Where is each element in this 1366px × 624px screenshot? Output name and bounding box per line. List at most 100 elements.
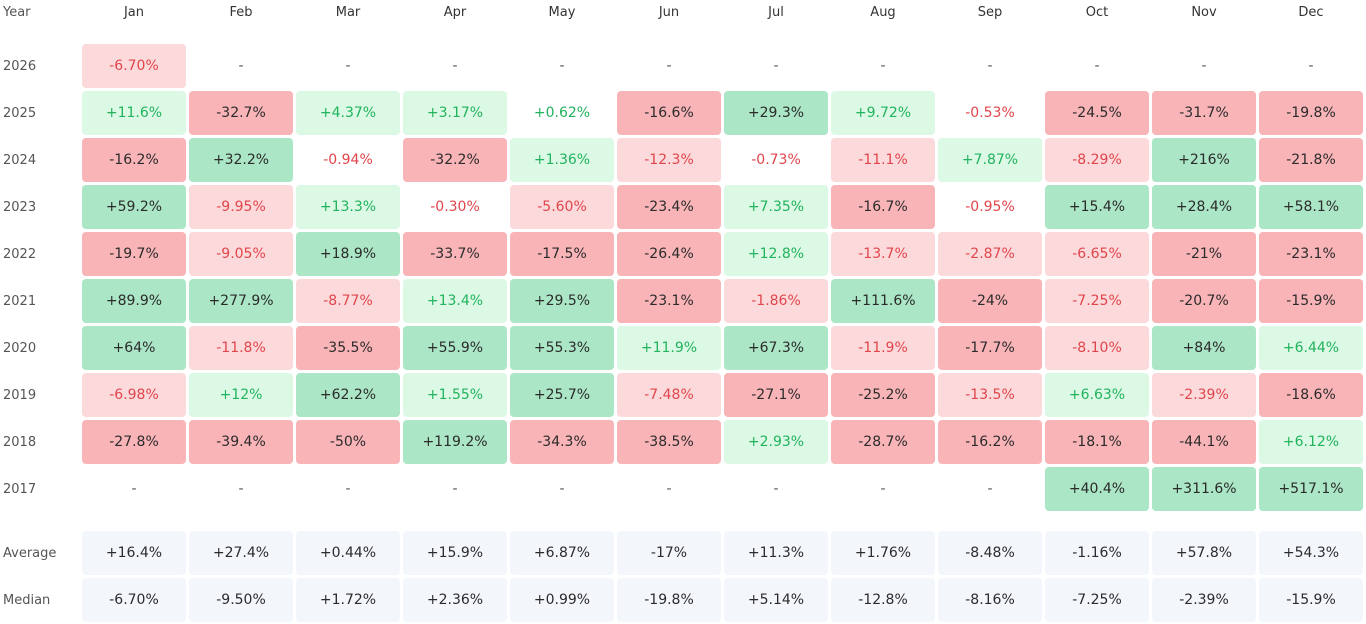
- return-cell: +18.9%: [296, 232, 400, 276]
- return-cell: -50%: [296, 420, 400, 464]
- return-cell: -: [238, 58, 244, 74]
- summary-cell: -1.16%: [1045, 531, 1149, 575]
- return-cell: -16.2%: [82, 138, 186, 182]
- return-cell: -7.25%: [1045, 279, 1149, 323]
- summary-label: Median: [3, 592, 51, 608]
- return-cell: +12%: [189, 373, 293, 417]
- summary-cell: +54.3%: [1259, 531, 1363, 575]
- column-header: May: [548, 4, 576, 20]
- summary-cell: -8.48%: [938, 531, 1042, 575]
- summary-cell: +16.4%: [82, 531, 186, 575]
- return-cell: -11.9%: [831, 326, 935, 370]
- summary-cell: +5.14%: [724, 578, 828, 622]
- return-cell: -16.6%: [617, 91, 721, 135]
- return-cell: -16.7%: [831, 185, 935, 229]
- return-cell: +64%: [82, 326, 186, 370]
- return-cell: -9.95%: [189, 185, 293, 229]
- return-cell: +277.9%: [189, 279, 293, 323]
- summary-cell: -2.39%: [1152, 578, 1256, 622]
- return-cell: +111.6%: [831, 279, 935, 323]
- column-header: Sep: [977, 4, 1003, 20]
- return-cell: +1.55%: [403, 373, 507, 417]
- return-cell: -24.5%: [1045, 91, 1149, 135]
- summary-cell: +1.76%: [831, 531, 935, 575]
- return-cell: +4.37%: [296, 91, 400, 135]
- year-label: 2023: [3, 199, 37, 215]
- return-cell: -0.53%: [965, 105, 1015, 121]
- summary-cell: -8.16%: [938, 578, 1042, 622]
- return-cell: +1.36%: [510, 138, 614, 182]
- summary-cell: +15.9%: [403, 531, 507, 575]
- return-cell: +84%: [1152, 326, 1256, 370]
- year-label: 2017: [3, 481, 37, 497]
- return-cell: -: [1308, 58, 1314, 74]
- return-cell: +25.7%: [510, 373, 614, 417]
- return-cell: -27.8%: [82, 420, 186, 464]
- return-cell: +3.17%: [403, 91, 507, 135]
- return-cell: -7.48%: [617, 373, 721, 417]
- return-cell: -6.65%: [1045, 232, 1149, 276]
- return-cell: -15.9%: [1259, 279, 1363, 323]
- column-header: Year: [3, 4, 31, 20]
- return-cell: -1.86%: [724, 279, 828, 323]
- return-cell: -: [773, 481, 779, 497]
- return-cell: -25.2%: [831, 373, 935, 417]
- return-cell: -18.6%: [1259, 373, 1363, 417]
- return-cell: -21.8%: [1259, 138, 1363, 182]
- return-cell: -0.94%: [323, 152, 373, 168]
- year-label: 2025: [3, 105, 37, 121]
- return-cell: -6.70%: [82, 44, 186, 88]
- return-cell: +62.2%: [296, 373, 400, 417]
- summary-cell: -6.70%: [82, 578, 186, 622]
- summary-label: Average: [3, 545, 57, 561]
- return-cell: -: [559, 481, 565, 497]
- return-cell: +67.3%: [724, 326, 828, 370]
- return-cell: +311.6%: [1152, 467, 1256, 511]
- return-cell: -27.1%: [724, 373, 828, 417]
- return-cell: -44.1%: [1152, 420, 1256, 464]
- return-cell: +29.5%: [510, 279, 614, 323]
- return-cell: -12.3%: [617, 138, 721, 182]
- return-cell: -5.60%: [510, 185, 614, 229]
- return-cell: +517.1%: [1259, 467, 1363, 511]
- return-cell: -24%: [938, 279, 1042, 323]
- return-cell: -: [452, 481, 458, 497]
- return-cell: -2.39%: [1152, 373, 1256, 417]
- return-cell: +11.6%: [82, 91, 186, 135]
- return-cell: +55.9%: [403, 326, 507, 370]
- return-cell: -23.4%: [617, 185, 721, 229]
- return-cell: -11.8%: [189, 326, 293, 370]
- summary-cell: +11.3%: [724, 531, 828, 575]
- return-cell: +29.3%: [724, 91, 828, 135]
- year-label: 2019: [3, 387, 37, 403]
- summary-cell: -19.8%: [617, 578, 721, 622]
- return-cell: +7.87%: [938, 138, 1042, 182]
- return-cell: -: [880, 481, 886, 497]
- return-cell: -31.7%: [1152, 91, 1256, 135]
- return-cell: -: [1094, 58, 1100, 74]
- return-cell: +216%: [1152, 138, 1256, 182]
- column-header: Jun: [658, 4, 680, 20]
- return-cell: -8.77%: [296, 279, 400, 323]
- return-cell: +28.4%: [1152, 185, 1256, 229]
- return-cell: -0.95%: [965, 199, 1015, 215]
- return-cell: +55.3%: [510, 326, 614, 370]
- column-header: Jan: [123, 4, 145, 20]
- return-cell: -17.5%: [510, 232, 614, 276]
- year-label: 2026: [3, 58, 37, 74]
- return-cell: -19.8%: [1259, 91, 1363, 135]
- year-label: 2024: [3, 152, 37, 168]
- return-cell: -34.3%: [510, 420, 614, 464]
- column-header: Apr: [443, 4, 467, 20]
- return-cell: -0.30%: [430, 199, 480, 215]
- summary-cell: -12.8%: [831, 578, 935, 622]
- year-label: 2022: [3, 246, 37, 262]
- return-cell: +13.4%: [403, 279, 507, 323]
- summary-cell: -9.50%: [189, 578, 293, 622]
- return-cell: -20.7%: [1152, 279, 1256, 323]
- return-cell: +12.8%: [724, 232, 828, 276]
- return-cell: -13.5%: [938, 373, 1042, 417]
- return-cell: -17.7%: [938, 326, 1042, 370]
- return-cell: -0.73%: [751, 152, 801, 168]
